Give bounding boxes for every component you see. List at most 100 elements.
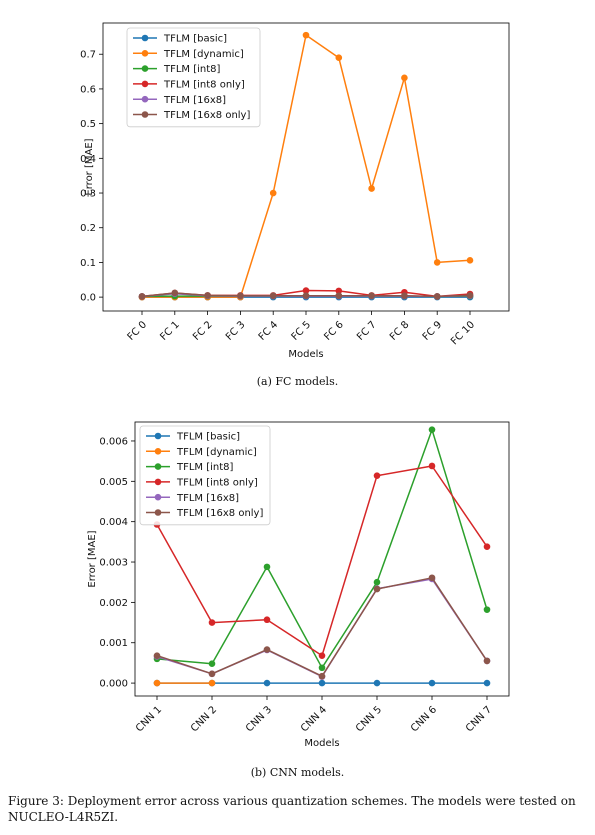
legend-marker (154, 478, 162, 486)
data-point (204, 292, 211, 299)
data-point (263, 616, 271, 624)
legend-label: TFLM [basic] (163, 34, 227, 45)
data-point (401, 74, 408, 82)
legend-label: TFLM [16x8 only] (163, 110, 250, 121)
fc-models-chart: 0.0 0.1 0.2 0.3 0.4 0.5 0.6 0.7 FC 0 FC 1 FC 2 FC 3… (0, 0, 595, 370)
legend-label: TFLM [16x8 only] (176, 508, 263, 519)
data-point (269, 189, 277, 197)
legend-marker (141, 80, 149, 88)
y-tick-label: 0.6 (80, 84, 96, 95)
cnn-subfigure-caption: (b) CNN models. (250, 766, 345, 779)
data-point (208, 670, 216, 678)
series-5 (153, 574, 491, 680)
chart-svg: 0.000 0.001 0.002 0.003 0.004 0.005 0.006 CNN 1… (87, 421, 510, 749)
legend-marker (154, 493, 162, 501)
legend-label: TFLM [basic] (176, 432, 240, 443)
data-point (263, 679, 271, 687)
legend-marker (141, 34, 149, 42)
data-point (373, 585, 381, 593)
data-point (208, 679, 216, 687)
legend-marker (141, 111, 149, 118)
legend-label: TFLM [dynamic] (176, 447, 257, 458)
legend-label: TFLM [int8 only] (163, 80, 245, 91)
data-point (153, 679, 161, 687)
data-point (428, 426, 436, 433)
legend-label: TFLM [int8 only] (176, 478, 258, 489)
x-tick-label: FC 6 (322, 319, 346, 343)
legend-marker (154, 448, 162, 455)
series-5 (138, 289, 474, 300)
data-point (302, 287, 310, 294)
y-tick-label: 0.1 (80, 258, 96, 269)
data-point (302, 31, 310, 39)
x-tick-label: CNN 1 (134, 704, 164, 734)
data-point (373, 578, 381, 586)
y-tick-label: 0.000 (99, 679, 128, 690)
data-point (483, 679, 491, 687)
series-line (156, 578, 488, 678)
data-point (483, 606, 491, 613)
plot-frame (102, 22, 510, 312)
data-point (373, 679, 381, 687)
data-point (263, 563, 271, 571)
y-tick-label: 0.2 (80, 223, 96, 234)
x-tick-label: FC 3 (224, 319, 248, 343)
legend-marker (141, 95, 149, 103)
y-tick-label: 0.7 (80, 50, 96, 61)
y-tick-label: 0.4 (80, 154, 96, 165)
y-tick-label: 0.002 (99, 598, 128, 609)
data-point (318, 652, 326, 659)
cnn-models-chart: 0.000 0.001 0.002 0.003 0.004 0.005 0.006 CNN 1… (0, 405, 595, 760)
legend-marker (154, 509, 162, 516)
legend-marker (141, 65, 149, 72)
data-point (483, 657, 491, 665)
legend-marker (154, 432, 162, 440)
data-point (428, 462, 436, 470)
y-tick-label: 0.001 (99, 638, 128, 649)
x-tick-label: FC 4 (257, 319, 281, 343)
y-axis-label: Error [MAE] (84, 138, 95, 195)
y-tick-label: 0.0 (80, 293, 96, 304)
data-point (208, 619, 216, 626)
data-point (428, 574, 436, 582)
data-point (373, 472, 381, 479)
legend-label: TFLM [int8] (163, 64, 221, 75)
data-point (401, 292, 408, 300)
legend-marker (141, 50, 149, 57)
y-tick-label: 0.003 (99, 558, 128, 569)
x-axis-label: Models (304, 738, 339, 749)
x-tick-label: CNN 5 (354, 704, 384, 734)
x-tick-label: CNN 3 (244, 704, 274, 734)
x-axis-label: Models (288, 349, 323, 360)
series-1 (153, 679, 216, 687)
y-tick-label: 0.005 (99, 477, 128, 488)
data-point (428, 679, 436, 687)
data-point (208, 660, 216, 668)
series-4 (153, 575, 491, 680)
plot-frame (134, 421, 510, 697)
data-point (483, 543, 491, 550)
x-tick-label: FC 8 (388, 319, 412, 343)
data-point (171, 289, 179, 297)
data-point (302, 292, 310, 300)
x-tick-label: CNN 2 (189, 704, 219, 734)
data-point (335, 287, 343, 295)
x-tick-label: FC 0 (126, 319, 150, 343)
legend-marker (154, 463, 162, 470)
data-point (368, 185, 375, 192)
x-tick-label: FC 10 (449, 319, 477, 347)
data-point (318, 672, 326, 680)
data-point (263, 646, 271, 653)
legend-label: TFLM [dynamic] (163, 49, 244, 60)
legend: TFLM [basic] TFLM [dynamic] TFLM [int8] TFL… (139, 425, 271, 526)
y-tick-label: 0.5 (80, 119, 96, 130)
data-point (368, 292, 375, 300)
y-tick-label: 0.006 (99, 436, 128, 447)
legend-label: TFLM [16x8] (176, 493, 239, 504)
data-point (433, 259, 441, 266)
data-point (269, 292, 277, 300)
data-point (237, 292, 244, 300)
x-tick-label: CNN 6 (409, 704, 439, 734)
y-tick-label: 0.004 (99, 517, 128, 528)
chart-svg: 0.0 0.1 0.2 0.3 0.4 0.5 0.6 0.7 FC 0 FC 1 FC 2 FC 3… (80, 22, 510, 360)
